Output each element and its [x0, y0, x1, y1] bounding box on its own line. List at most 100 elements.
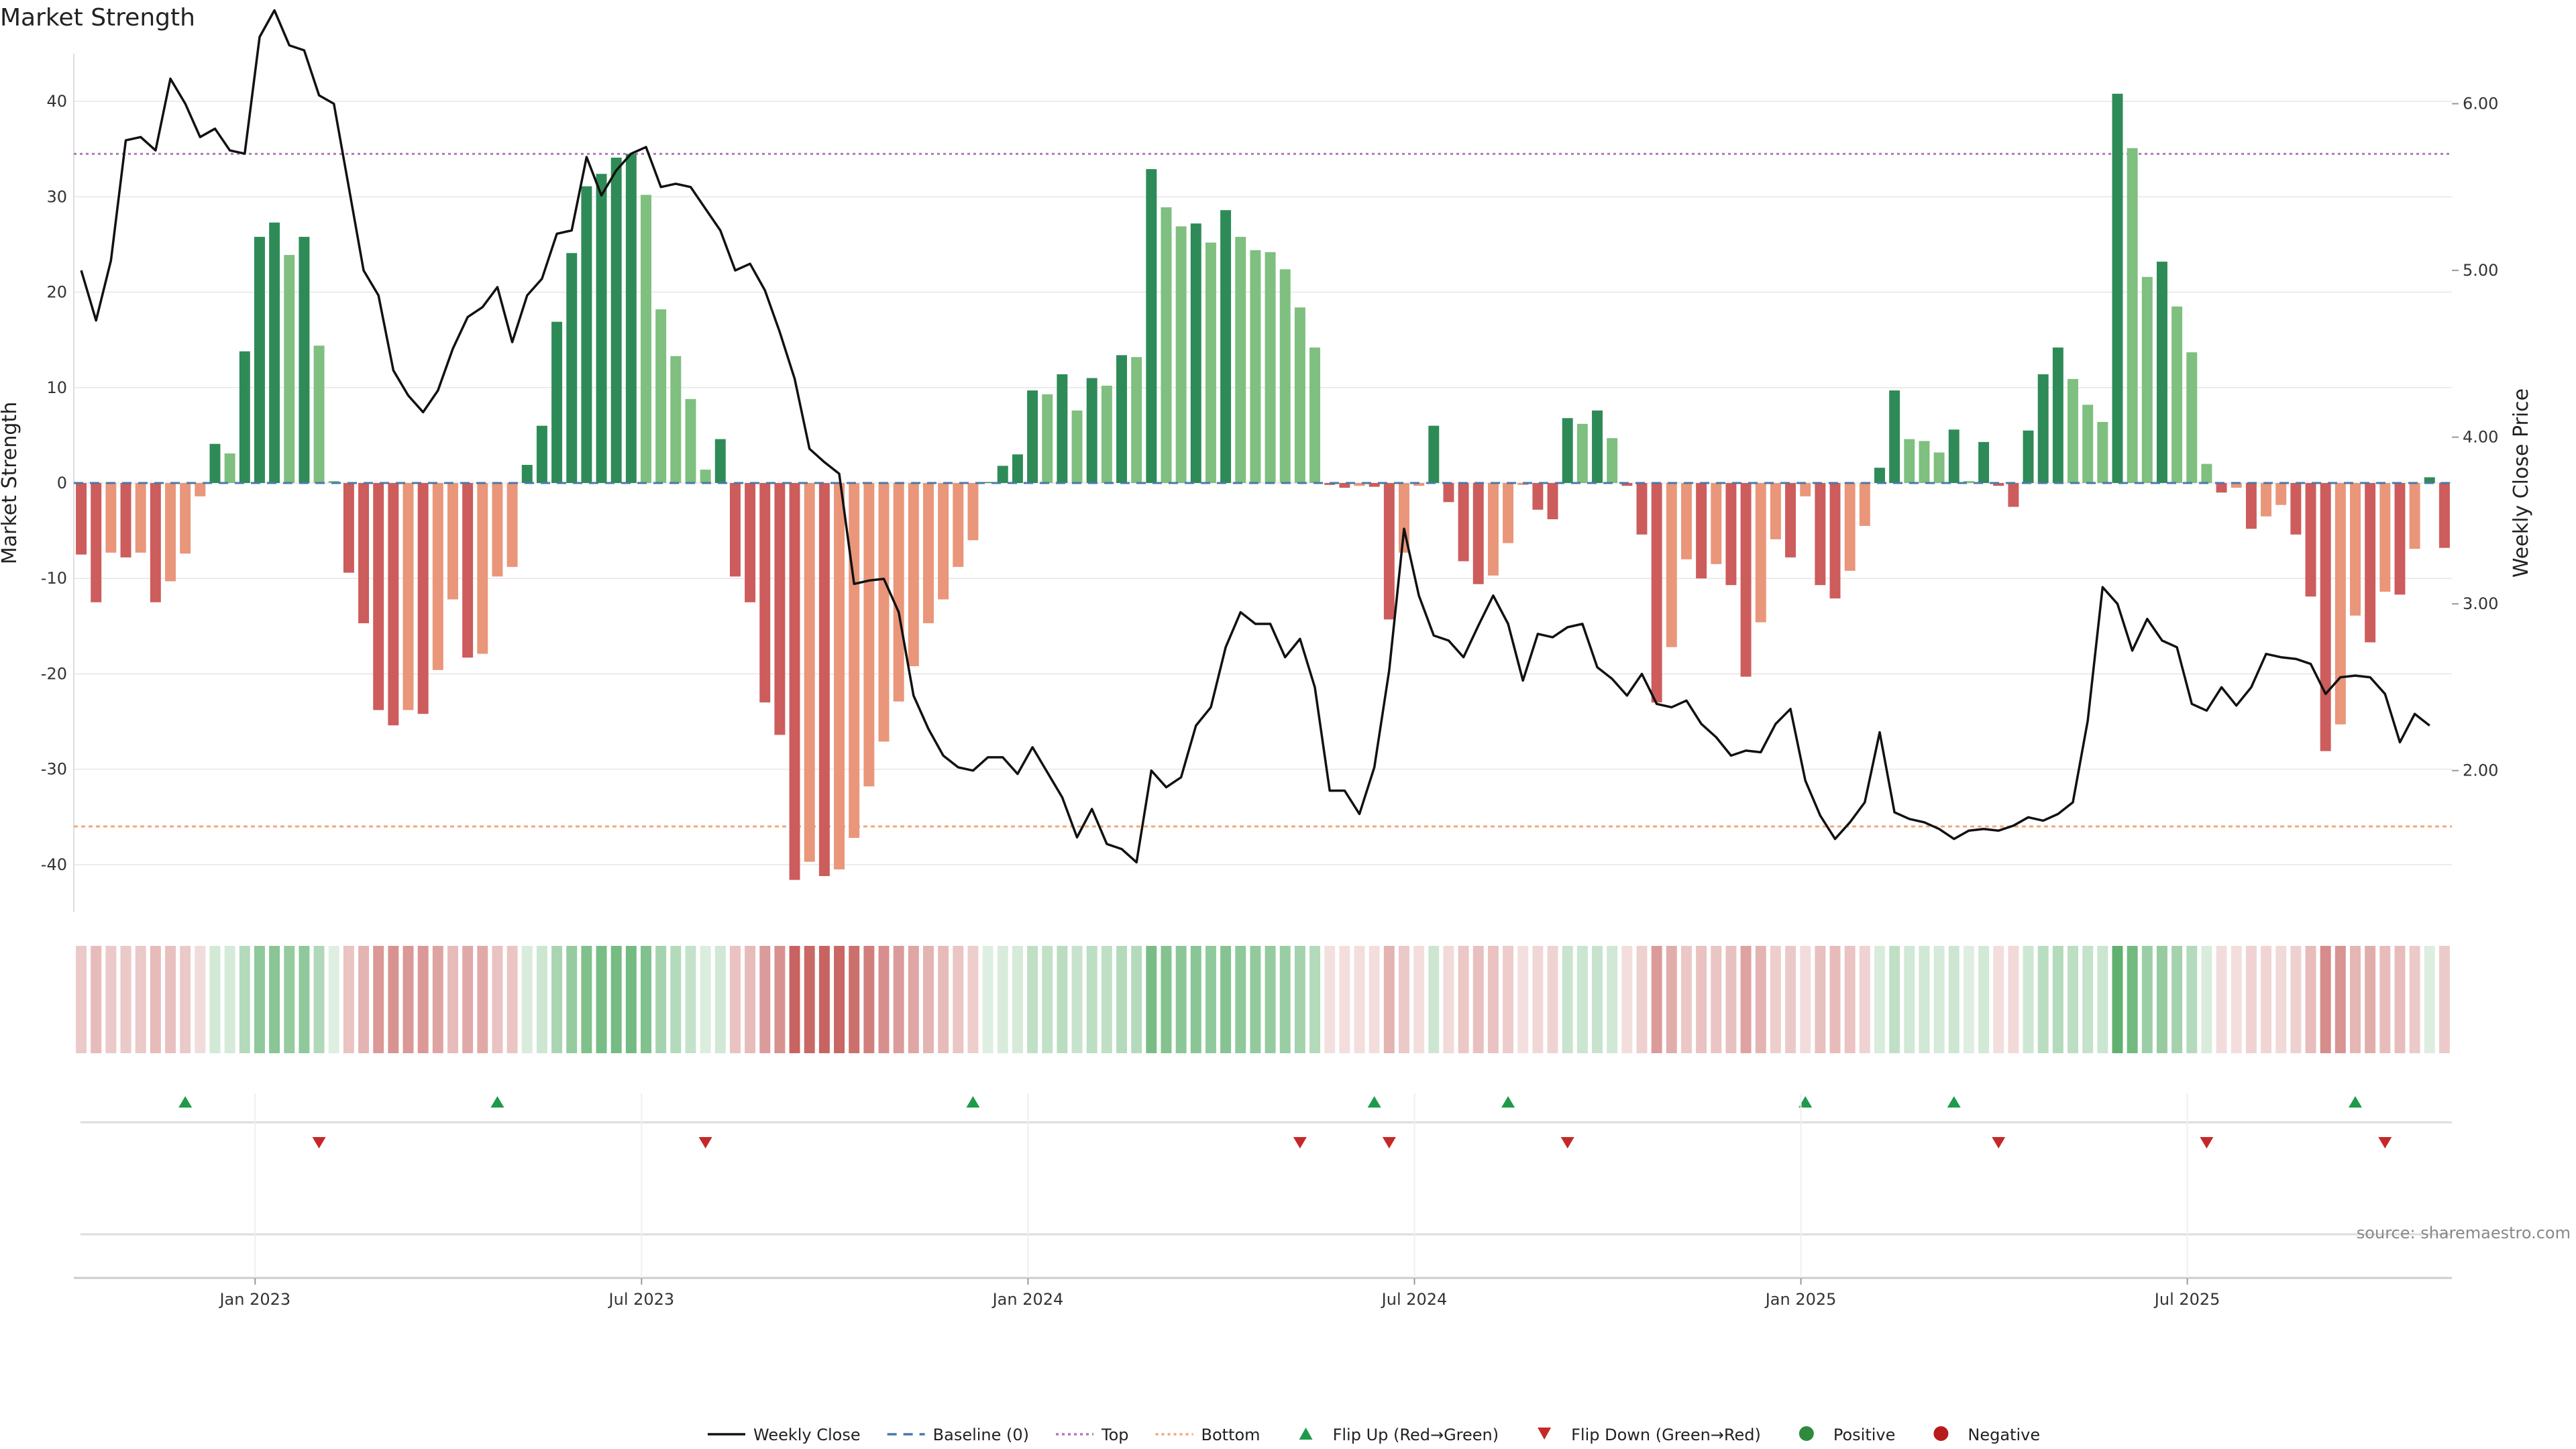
flip-up-marker	[1501, 1096, 1515, 1108]
flip-up-marker	[966, 1096, 980, 1108]
strength-bar	[358, 483, 370, 624]
heat-cell	[2379, 946, 2391, 1053]
heat-cell	[1071, 946, 1083, 1053]
strength-bar	[2112, 93, 2123, 483]
strength-bar	[1666, 483, 1677, 647]
heat-cell	[1874, 946, 1885, 1053]
heat-cell	[1146, 946, 1157, 1053]
strength-bar	[432, 483, 443, 670]
strength-bar	[685, 398, 696, 483]
legend-item: Weekly Close	[708, 1426, 861, 1444]
heat-cell	[967, 946, 979, 1053]
y-tick-label: -10	[41, 569, 67, 588]
heat-cell	[2008, 946, 2019, 1053]
heat-cell	[373, 946, 384, 1053]
strength-bar	[1472, 483, 1484, 584]
strength-bar	[1696, 483, 1707, 579]
x-tick-label: Jan 2024	[991, 1290, 1064, 1309]
strength-bar	[923, 483, 934, 624]
heat-cell	[625, 946, 637, 1053]
strength-bar	[1279, 269, 1291, 483]
strength-bar	[1383, 483, 1395, 620]
strength-bar	[774, 483, 786, 735]
heat-cell	[745, 946, 756, 1053]
strength-bar	[700, 470, 711, 483]
strength-bar	[2438, 483, 2450, 548]
heat-cell	[1770, 946, 1781, 1053]
legend-item: Bottom	[1155, 1426, 1260, 1444]
heat-cell	[358, 946, 370, 1053]
heat-cell	[1576, 946, 1588, 1053]
strength-bar	[135, 483, 146, 553]
flip-down-marker	[2378, 1137, 2392, 1148]
heat-cell	[254, 946, 265, 1053]
strength-bar	[343, 483, 354, 573]
strength-bar	[2023, 430, 2034, 483]
strength-bar	[417, 483, 429, 714]
strength-bar	[180, 483, 191, 554]
strength-bar	[76, 483, 87, 555]
y-axis-label: Market Strength	[0, 402, 21, 564]
strength-bar	[1576, 423, 1588, 483]
strength-bar	[670, 356, 682, 483]
heat-cell	[284, 946, 295, 1053]
strength-bar	[1339, 483, 1350, 488]
heat-cell	[953, 946, 964, 1053]
strength-bar	[2156, 262, 2167, 483]
heat-cell	[2037, 946, 2049, 1053]
strength-bars	[74, 93, 2452, 880]
heat-cell	[1800, 946, 1811, 1053]
heat-cell	[893, 946, 904, 1053]
heat-cell	[506, 946, 518, 1053]
strength-bar	[1532, 483, 1544, 510]
heat-cell	[462, 946, 474, 1053]
heat-cell	[685, 946, 696, 1053]
strength-bar	[195, 483, 206, 496]
heat-cell	[388, 946, 399, 1053]
heat-cell	[1829, 946, 1841, 1053]
heat-cell	[1309, 946, 1321, 1053]
heat-cell	[492, 946, 503, 1053]
heat-cell	[1131, 946, 1142, 1053]
heat-cell	[2231, 946, 2242, 1053]
heat-cell	[1279, 946, 1291, 1053]
heat-cell	[1487, 946, 1499, 1053]
flip-down-marker	[698, 1137, 712, 1148]
heat-cell	[165, 946, 176, 1053]
strength-bar	[2186, 352, 2198, 483]
x-tick-label: Jul 2024	[1381, 1290, 1448, 1309]
strength-bar	[1993, 483, 2004, 486]
strength-bar	[551, 321, 563, 483]
heat-cell	[2424, 946, 2435, 1053]
strength-bar	[1190, 223, 1201, 483]
strength-bar	[1800, 483, 1811, 496]
strength-bar	[641, 195, 651, 483]
y-tick-label: 30	[46, 187, 67, 206]
heat-cell	[2171, 946, 2183, 1053]
heat-cell	[1368, 946, 1380, 1053]
x-tick-label: Jan 2025	[1764, 1290, 1837, 1309]
strength-bar	[1458, 483, 1469, 561]
legend-triangle-up-icon	[1299, 1428, 1313, 1440]
flip-down-marker	[1992, 1137, 2006, 1148]
heat-cell	[1161, 946, 1172, 1053]
heat-cell	[878, 946, 890, 1053]
strength-bar	[2305, 483, 2316, 597]
heat-cell	[1324, 946, 1336, 1053]
heat-cell	[521, 946, 533, 1053]
heat-cell	[789, 946, 800, 1053]
strength-bar	[1428, 425, 1440, 483]
strength-bar	[863, 483, 875, 787]
strength-bar	[878, 483, 890, 742]
price-line	[80, 9, 2430, 864]
strength-bar	[2245, 483, 2257, 529]
y2-tick-label: 3.00	[2463, 594, 2498, 613]
legend-item: Negative	[1933, 1426, 2040, 1444]
heat-cell	[2245, 946, 2257, 1053]
legend-item: Flip Down (Green→Red)	[1538, 1426, 1761, 1444]
strength-bar	[1815, 483, 1826, 586]
strength-bar	[745, 483, 756, 602]
legend-label: Baseline (0)	[933, 1426, 1029, 1444]
strength-bar	[1175, 226, 1187, 483]
strength-bar	[982, 482, 994, 483]
